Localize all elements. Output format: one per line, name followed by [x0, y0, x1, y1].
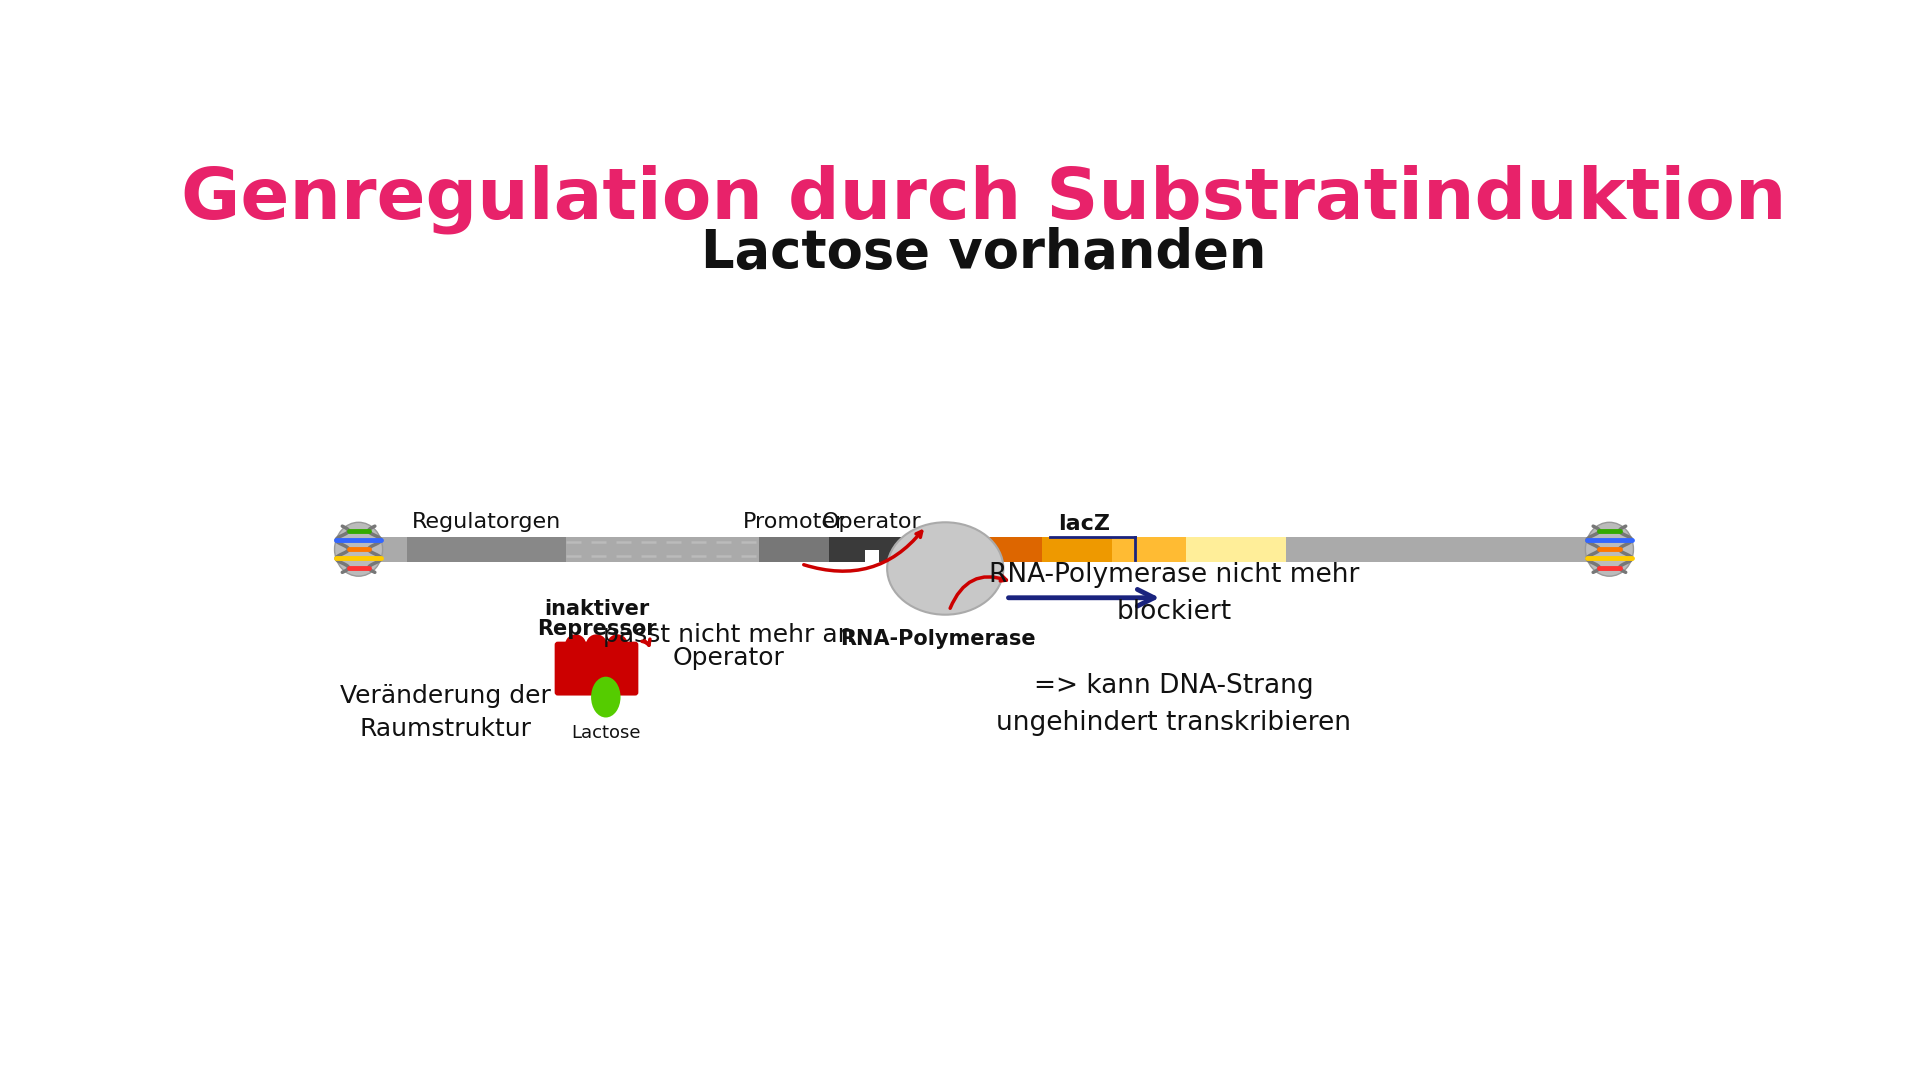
- Text: Lactose vorhanden: Lactose vorhanden: [701, 227, 1267, 279]
- Text: Lactose: Lactose: [570, 724, 641, 742]
- FancyBboxPatch shape: [975, 537, 1043, 562]
- Text: passt nicht mehr an: passt nicht mehr an: [603, 623, 854, 647]
- Text: Operator: Operator: [672, 646, 783, 670]
- Text: lacZ: lacZ: [1058, 514, 1110, 534]
- FancyBboxPatch shape: [555, 642, 637, 696]
- Text: Genregulation durch Substratinduktion: Genregulation durch Substratinduktion: [180, 164, 1788, 233]
- FancyBboxPatch shape: [1185, 537, 1286, 562]
- FancyBboxPatch shape: [914, 537, 975, 562]
- Text: RNA-Polymerase nicht mehr
blockiert

=> kann DNA-Strang
ungehindert transkribier: RNA-Polymerase nicht mehr blockiert => k…: [989, 563, 1359, 737]
- FancyBboxPatch shape: [758, 537, 829, 562]
- Text: Promoter: Promoter: [743, 512, 845, 531]
- Circle shape: [607, 634, 628, 656]
- FancyBboxPatch shape: [407, 537, 566, 562]
- Ellipse shape: [1586, 523, 1634, 577]
- Ellipse shape: [334, 523, 382, 577]
- Text: Operator: Operator: [822, 512, 922, 531]
- Ellipse shape: [887, 523, 1004, 615]
- FancyBboxPatch shape: [1043, 537, 1112, 562]
- Circle shape: [586, 634, 607, 656]
- FancyBboxPatch shape: [864, 551, 879, 563]
- FancyBboxPatch shape: [361, 537, 1607, 562]
- Text: Regulatorgen: Regulatorgen: [411, 512, 561, 531]
- Text: Veränderung der
Raumstruktur: Veränderung der Raumstruktur: [340, 684, 551, 742]
- Ellipse shape: [591, 677, 620, 717]
- FancyBboxPatch shape: [1112, 537, 1185, 562]
- Text: Repressor: Repressor: [538, 619, 657, 639]
- Text: inaktiver: inaktiver: [543, 599, 649, 619]
- Circle shape: [564, 634, 586, 656]
- FancyBboxPatch shape: [829, 537, 914, 562]
- Text: RNA-Polymerase: RNA-Polymerase: [839, 629, 1035, 649]
